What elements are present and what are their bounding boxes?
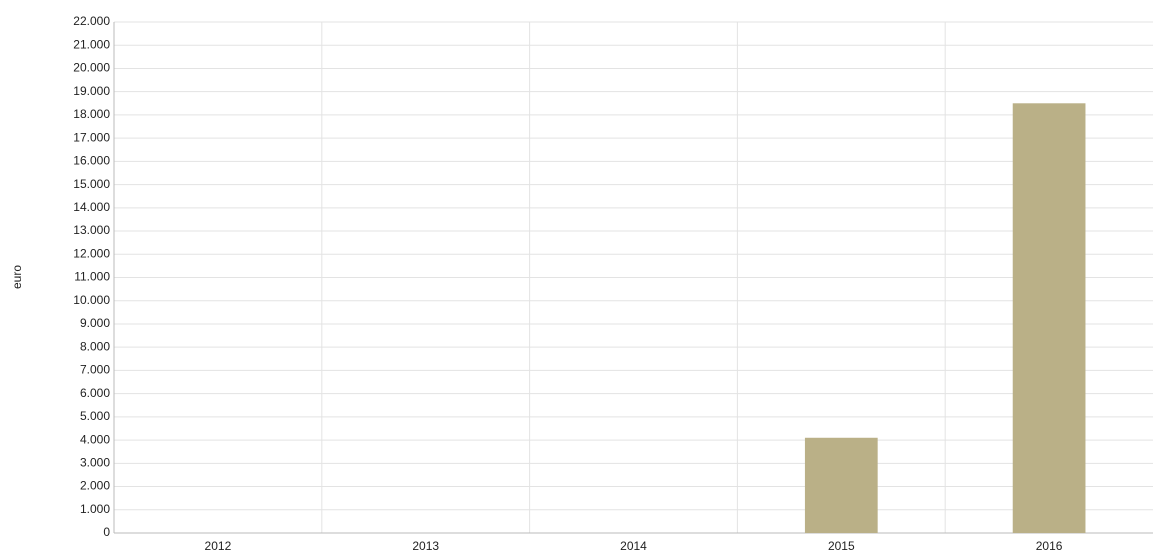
- bar: [1012, 103, 1086, 533]
- y-tick-label: 4.000: [80, 432, 110, 446]
- y-tick-label: 9.000: [80, 316, 110, 330]
- y-axis-label: euro: [10, 265, 24, 289]
- y-tick-label: 15.000: [73, 177, 110, 191]
- y-tick-label: 13.000: [73, 223, 110, 237]
- y-tick-label: 14.000: [73, 200, 110, 214]
- y-tick-label: 17.000: [73, 130, 110, 144]
- y-tick-label: 11.000: [74, 270, 110, 284]
- y-tick-label: 18.000: [73, 107, 110, 121]
- y-tick-label: 3.000: [80, 455, 110, 469]
- y-tick-label: 21.000: [73, 37, 110, 51]
- y-tick-label: 10.000: [73, 293, 110, 307]
- y-tick-label: 5.000: [80, 409, 110, 423]
- y-tick-label: 8.000: [80, 339, 110, 353]
- x-tick-label: 2016: [1036, 539, 1063, 553]
- y-tick-label: 12.000: [73, 246, 110, 260]
- bar: [804, 437, 878, 533]
- y-tick-label: 7.000: [80, 363, 110, 377]
- y-tick-label: 22.000: [73, 14, 110, 28]
- y-tick-label: 20.000: [73, 61, 110, 75]
- x-tick-label: 2012: [205, 539, 232, 553]
- y-tick-label: 0: [103, 525, 110, 539]
- y-tick-label: 16.000: [73, 154, 110, 168]
- x-tick-label: 2013: [412, 539, 439, 553]
- y-tick-label: 6.000: [80, 386, 110, 400]
- y-tick-label: 2.000: [80, 479, 110, 493]
- x-tick-label: 2015: [828, 539, 855, 553]
- y-tick-label: 1.000: [80, 502, 110, 516]
- x-tick-label: 2014: [620, 539, 647, 553]
- y-tick-label: 19.000: [73, 84, 110, 98]
